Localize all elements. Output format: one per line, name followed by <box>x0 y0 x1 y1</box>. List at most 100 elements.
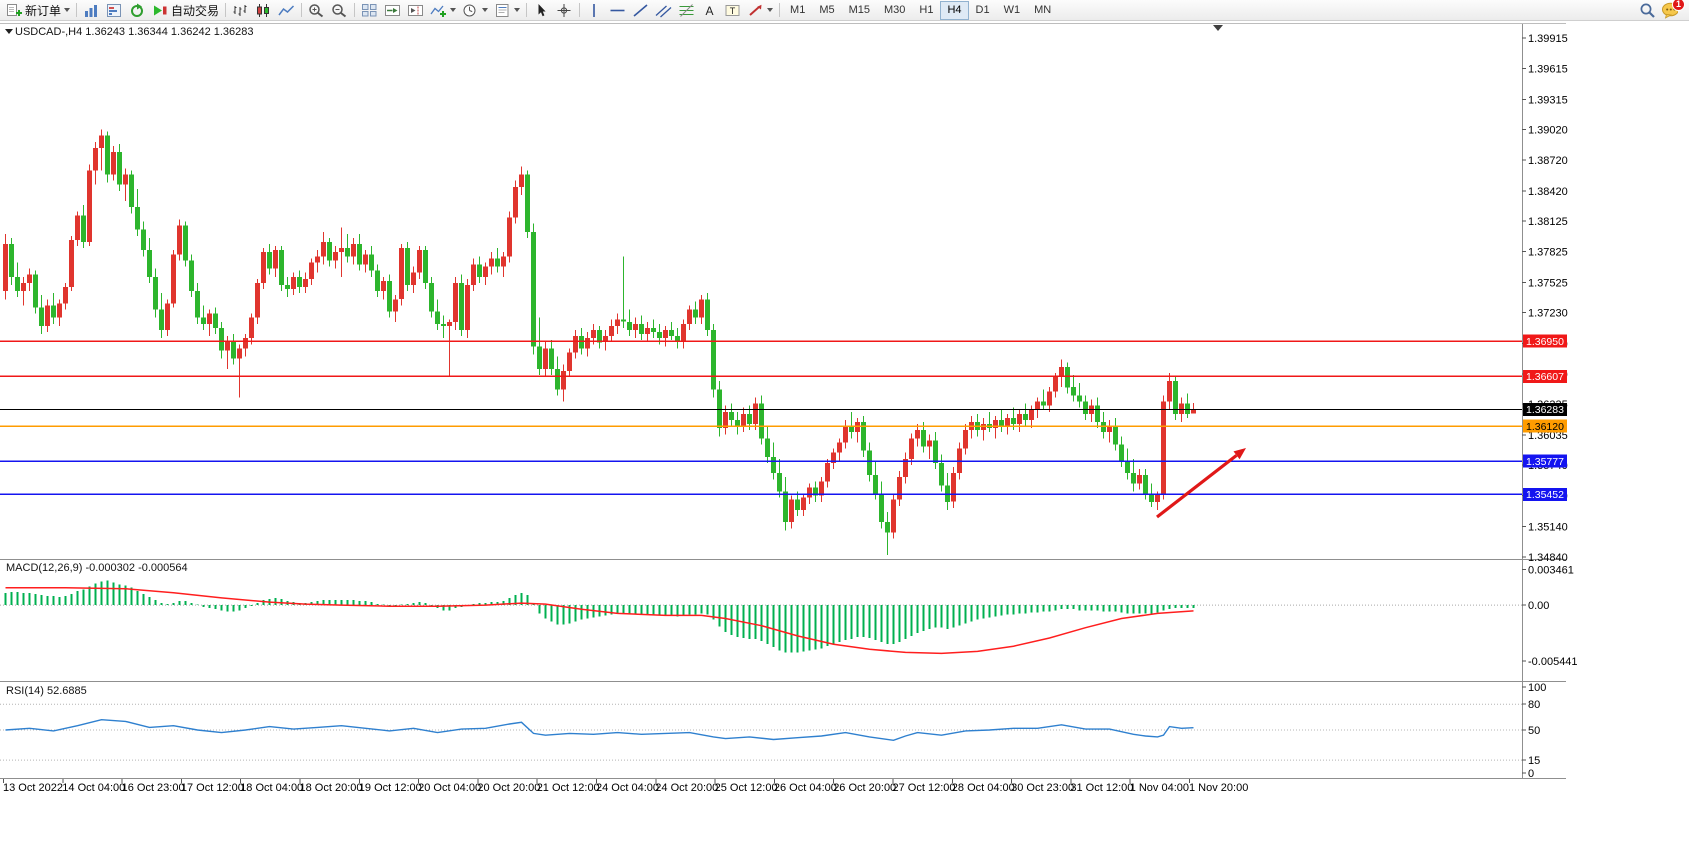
rsi-line <box>5 718 1194 742</box>
time-tick-label: 27 Oct 12:00 <box>893 782 956 794</box>
fibonacci-retracement-button[interactable] <box>675 1 698 20</box>
toolbar-separator <box>301 3 303 17</box>
channel-icon <box>655 3 672 18</box>
dropdown-caret-icon <box>767 8 774 12</box>
macd-tick-label: 0.00 <box>1528 600 1549 612</box>
chat-icon <box>1661 2 1678 19</box>
main-toolbar: 新订单 自动交易 A T M1 M5 M15 M30 H1 H4 D1 W1 MN 1 <box>0 0 1689 21</box>
periods-button[interactable] <box>459 1 491 20</box>
time-tick-label: 24 Oct 20:00 <box>655 782 718 794</box>
fibo-icon <box>678 3 695 18</box>
price-axis[interactable]: 1.39915 1.39615 1.39315 1.39020 1.38720 1.384… <box>1522 33 1568 564</box>
trend-arrow-annotation[interactable] <box>1156 448 1246 519</box>
text-a-icon: A <box>701 3 718 18</box>
toolbar-separator <box>526 3 528 17</box>
tline-icon <box>632 3 649 18</box>
price-tag <box>1523 454 1567 468</box>
timeframe-mn-button[interactable]: MN <box>1034 4 1052 16</box>
zoom-out-button[interactable] <box>328 1 351 20</box>
time-tick-label: 20 Oct 04:00 <box>418 782 481 794</box>
toolbar-separator <box>76 3 78 17</box>
time-tick-label: 13 Oct 2022 <box>3 782 63 794</box>
panel-frames <box>0 23 1566 779</box>
line-chart-mode-button[interactable] <box>275 1 298 20</box>
indicators-list-button[interactable] <box>427 1 459 20</box>
chart-columns-icon <box>83 3 100 18</box>
price-tick-label: 1.38420 <box>1528 186 1568 198</box>
trendline-button[interactable] <box>629 1 652 20</box>
time-tick-label: 20 Oct 20:00 <box>477 782 540 794</box>
chart-menu-caret-icon[interactable] <box>5 29 13 34</box>
price-tag-label: 1.36120 <box>1526 421 1564 433</box>
candles-icon-icon <box>255 3 272 18</box>
price-tag-label: 1.35452 <box>1526 489 1564 501</box>
vline-icon <box>586 3 603 18</box>
price-tick-label: 1.35140 <box>1528 521 1568 533</box>
market-depth-button[interactable] <box>103 1 126 20</box>
auto-scroll-button[interactable] <box>381 1 404 20</box>
cursor-icon <box>533 3 550 18</box>
chart-shift-marker[interactable] <box>1213 25 1223 31</box>
notification-badge: 1 <box>1672 0 1685 11</box>
timeframe-m15-button[interactable]: M15 <box>848 4 870 16</box>
crosshair-button[interactable] <box>553 1 576 20</box>
text-button[interactable]: A <box>698 1 721 20</box>
time-tick-label: 14 Oct 04:00 <box>62 782 125 794</box>
time-tick-label: 28 Oct 04:00 <box>952 782 1015 794</box>
toolbar-separator <box>225 3 227 17</box>
candlestick-mode-button[interactable] <box>252 1 275 20</box>
toolbar-separator <box>579 3 581 17</box>
auto-trading-button[interactable]: 自动交易 <box>149 1 222 20</box>
community-button[interactable]: 1 <box>1661 0 1685 19</box>
price-tick-label: 1.37230 <box>1528 308 1568 320</box>
price-tick-label: 1.38720 <box>1528 155 1568 167</box>
time-tick-label: 21 Oct 12:00 <box>537 782 600 794</box>
timeframe-m5-button[interactable]: M5 <box>819 4 835 16</box>
auto-trading-label: 自动交易 <box>171 3 220 18</box>
cursor-button[interactable] <box>530 1 553 20</box>
templates-button[interactable] <box>491 1 523 20</box>
vertical-line-button[interactable] <box>583 1 606 20</box>
line-chart-icon <box>278 3 295 18</box>
charts-button[interactable] <box>80 1 103 20</box>
price-level-lines[interactable] <box>0 340 1522 496</box>
new-order-icon <box>6 3 23 18</box>
timeframe-w1-button[interactable]: W1 <box>1003 4 1021 16</box>
chart-shift-button[interactable] <box>404 1 427 20</box>
timeframe-m1-button[interactable]: M1 <box>790 4 806 16</box>
macd-signal-line <box>5 586 1194 655</box>
dropdown-caret-icon <box>64 8 71 12</box>
macd-histogram <box>4 580 1195 653</box>
time-tick-label: 25 Oct 12:00 <box>715 782 778 794</box>
horizontal-line-button[interactable] <box>606 1 629 20</box>
zoom-in-icon <box>308 3 325 18</box>
equidistant-channel-button[interactable] <box>652 1 675 20</box>
tile-icon <box>361 3 378 18</box>
time-tick-label: 1 Nov 04:00 <box>1130 782 1189 794</box>
tile-windows-button[interactable] <box>358 1 381 20</box>
text-label-button[interactable]: T <box>721 1 744 20</box>
search-icon <box>1639 3 1656 18</box>
macd-tick-label: -0.005441 <box>1528 656 1578 668</box>
zoom-in-button[interactable] <box>305 1 328 20</box>
timeframe-d1-button[interactable]: D1 <box>975 4 990 16</box>
indicators-icon <box>430 3 447 18</box>
search-button[interactable] <box>1639 3 1656 18</box>
arrows-button[interactable] <box>744 1 776 20</box>
timeframe-m30-button[interactable]: M30 <box>884 4 906 16</box>
market-depth-icon <box>106 3 123 18</box>
price-tick-label: 1.37525 <box>1528 277 1568 289</box>
price-tick-label: 1.38125 <box>1528 216 1568 228</box>
rsi-tick-label: 0 <box>1528 768 1534 780</box>
new-order-button[interactable]: 新订单 <box>3 1 73 20</box>
timeframe-h1-button[interactable]: H1 <box>919 4 934 16</box>
indicator-axis[interactable]: 0.003461 0.00 -0.005441 100 80 50 150 <box>1522 565 1578 780</box>
timeframe-h4-button[interactable]: H4 <box>940 0 969 20</box>
price-tag <box>1523 487 1567 501</box>
bar-chart-mode-button[interactable] <box>229 1 252 20</box>
rsi-tick-label: 100 <box>1528 682 1546 694</box>
price-tag <box>1523 402 1567 416</box>
refresh-button[interactable] <box>126 1 149 20</box>
